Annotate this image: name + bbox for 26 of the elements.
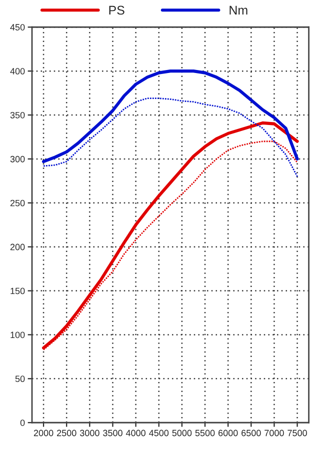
y-tick-label: 400 [10, 68, 25, 74]
x-tick-label: 3500 [103, 430, 122, 436]
x-tick-label: 7000 [264, 430, 284, 436]
x-tick-label: 3000 [80, 430, 100, 436]
x-tick-label: 6000 [218, 430, 238, 436]
line-series [42, 98, 298, 178]
y-tick-label: 450 [10, 24, 25, 30]
y-tick-label: 150 [10, 288, 25, 294]
y-tick-label: 250 [10, 200, 25, 206]
x-tick-label: 5000 [172, 430, 192, 436]
y-tick-label: 300 [10, 156, 25, 162]
x-tick-label: 2500 [57, 430, 76, 436]
x-tick-label: 4500 [149, 430, 169, 436]
y-tick-label: 350 [10, 112, 25, 118]
x-tick-label: 2000 [34, 430, 54, 436]
legend-label: Nm [230, 6, 248, 15]
x-tick-label: 6500 [242, 430, 261, 436]
line-series [42, 70, 299, 164]
y-tick-label: 50 [15, 376, 25, 382]
y-tick-label: 200 [10, 244, 25, 250]
x-tick-label: 4000 [126, 430, 146, 436]
x-tick-label: 5500 [195, 430, 215, 436]
x-tick-label: 7500 [288, 430, 307, 436]
legend-label: PS [109, 6, 124, 15]
y-tick-label: 100 [10, 332, 25, 338]
y-tick-label: 0 [20, 420, 25, 426]
